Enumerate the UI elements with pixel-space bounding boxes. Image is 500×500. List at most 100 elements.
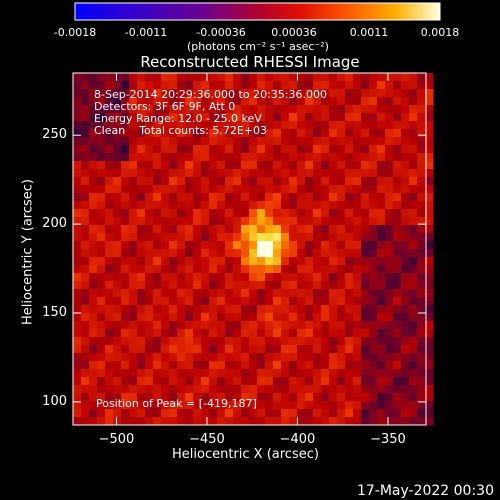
heatmap-cell	[73, 369, 82, 378]
heatmap-cell	[345, 185, 354, 194]
heatmap-cell	[377, 129, 386, 138]
heatmap-cell	[105, 393, 114, 402]
heatmap-cell	[217, 161, 226, 170]
heatmap-cell	[121, 281, 130, 290]
heatmap-cell	[177, 177, 186, 186]
heatmap-cell	[417, 345, 426, 354]
heatmap-cell	[161, 129, 170, 138]
heatmap-cell	[289, 281, 298, 290]
heatmap-cell	[241, 185, 250, 194]
heatmap-cell	[417, 169, 426, 178]
heatmap-cell	[409, 345, 418, 354]
heatmap-cell	[345, 313, 354, 322]
heatmap-cell	[201, 337, 210, 346]
heatmap-cell	[217, 369, 226, 378]
heatmap-cell	[177, 353, 186, 362]
heatmap-cell	[353, 273, 362, 282]
heatmap-cell	[281, 89, 290, 98]
heatmap-cell	[97, 105, 106, 114]
heatmap-cell	[233, 201, 242, 210]
heatmap-cell	[289, 313, 298, 322]
heatmap-cell	[265, 241, 274, 250]
heatmap-cell	[265, 257, 274, 266]
heatmap-cell	[161, 345, 170, 354]
heatmap-cell	[313, 409, 322, 418]
heatmap-cell	[257, 305, 266, 314]
heatmap-cell	[385, 281, 394, 290]
heatmap-cell	[417, 353, 426, 362]
heatmap-cell	[193, 353, 202, 362]
heatmap-cell	[377, 153, 386, 162]
heatmap-cell	[353, 137, 362, 146]
heatmap-cell	[377, 81, 386, 90]
heatmap-cell	[129, 137, 138, 146]
heatmap-cell	[321, 369, 330, 378]
heatmap-cell	[177, 345, 186, 354]
heatmap-cell	[249, 409, 258, 418]
heatmap-cell	[361, 225, 370, 234]
heatmap-cell	[185, 129, 194, 138]
heatmap-cell	[401, 361, 410, 370]
heatmap-cell	[177, 201, 186, 210]
heatmap-cell	[121, 73, 130, 82]
heatmap-cell	[193, 129, 202, 138]
heatmap-cell	[305, 289, 314, 298]
heatmap-cell	[377, 369, 386, 378]
heatmap-cell	[161, 393, 170, 402]
heatmap-cell	[409, 289, 418, 298]
heatmap-cell	[305, 409, 314, 418]
heatmap-cell	[105, 361, 114, 370]
peak-position-label: Position of Peak = [-419,187]	[96, 397, 257, 410]
heatmap-cell	[353, 129, 362, 138]
heatmap-cell	[361, 273, 370, 282]
heatmap-cell	[369, 193, 378, 202]
heatmap-cell	[297, 193, 306, 202]
heatmap-cell	[409, 249, 418, 258]
heatmap-cell	[345, 273, 354, 282]
heatmap-cell	[425, 225, 434, 234]
heatmap-cell	[137, 337, 146, 346]
heatmap-cell	[161, 241, 170, 250]
heatmap-cell	[297, 393, 306, 402]
heatmap-cell	[209, 209, 218, 218]
heatmap-cell	[249, 273, 258, 282]
heatmap-cell	[305, 177, 314, 186]
heatmap-cell	[353, 281, 362, 290]
heatmap-cell	[289, 185, 298, 194]
heatmap-cell	[81, 241, 90, 250]
heatmap-cell	[329, 169, 338, 178]
heatmap-cell	[137, 137, 146, 146]
heatmap-cell	[153, 225, 162, 234]
heatmap-cell	[81, 137, 90, 146]
y-axis-label: Heliocentric Y (arcsec)	[20, 179, 36, 325]
heatmap-cell	[417, 289, 426, 298]
heatmap-cell	[145, 185, 154, 194]
heatmap-cell	[393, 105, 402, 114]
heatmap-cell	[329, 97, 338, 106]
heatmap-cell	[321, 193, 330, 202]
heatmap-cell	[401, 217, 410, 226]
heatmap-cell	[241, 281, 250, 290]
heatmap-cell	[169, 321, 178, 330]
heatmap-cell	[289, 297, 298, 306]
heatmap-cell	[425, 113, 434, 122]
heatmap-cell	[233, 161, 242, 170]
heatmap-cell	[137, 129, 146, 138]
heatmap-cell	[169, 177, 178, 186]
heatmap-cell	[345, 161, 354, 170]
heatmap-cell	[137, 177, 146, 186]
heatmap-cell	[73, 233, 82, 242]
heatmap-cell	[225, 193, 234, 202]
heatmap-cell	[425, 241, 434, 250]
heatmap-cell	[169, 409, 178, 418]
heatmap-cell	[393, 177, 402, 186]
heatmap-cell	[249, 297, 258, 306]
heatmap-cell	[193, 153, 202, 162]
heatmap-cell	[137, 161, 146, 170]
heatmap-cell	[73, 209, 82, 218]
heatmap-cell	[425, 177, 434, 186]
heatmap-cell	[273, 377, 282, 386]
heatmap-cell	[177, 393, 186, 402]
heatmap-cell	[249, 209, 258, 218]
heatmap-cell	[193, 121, 202, 130]
